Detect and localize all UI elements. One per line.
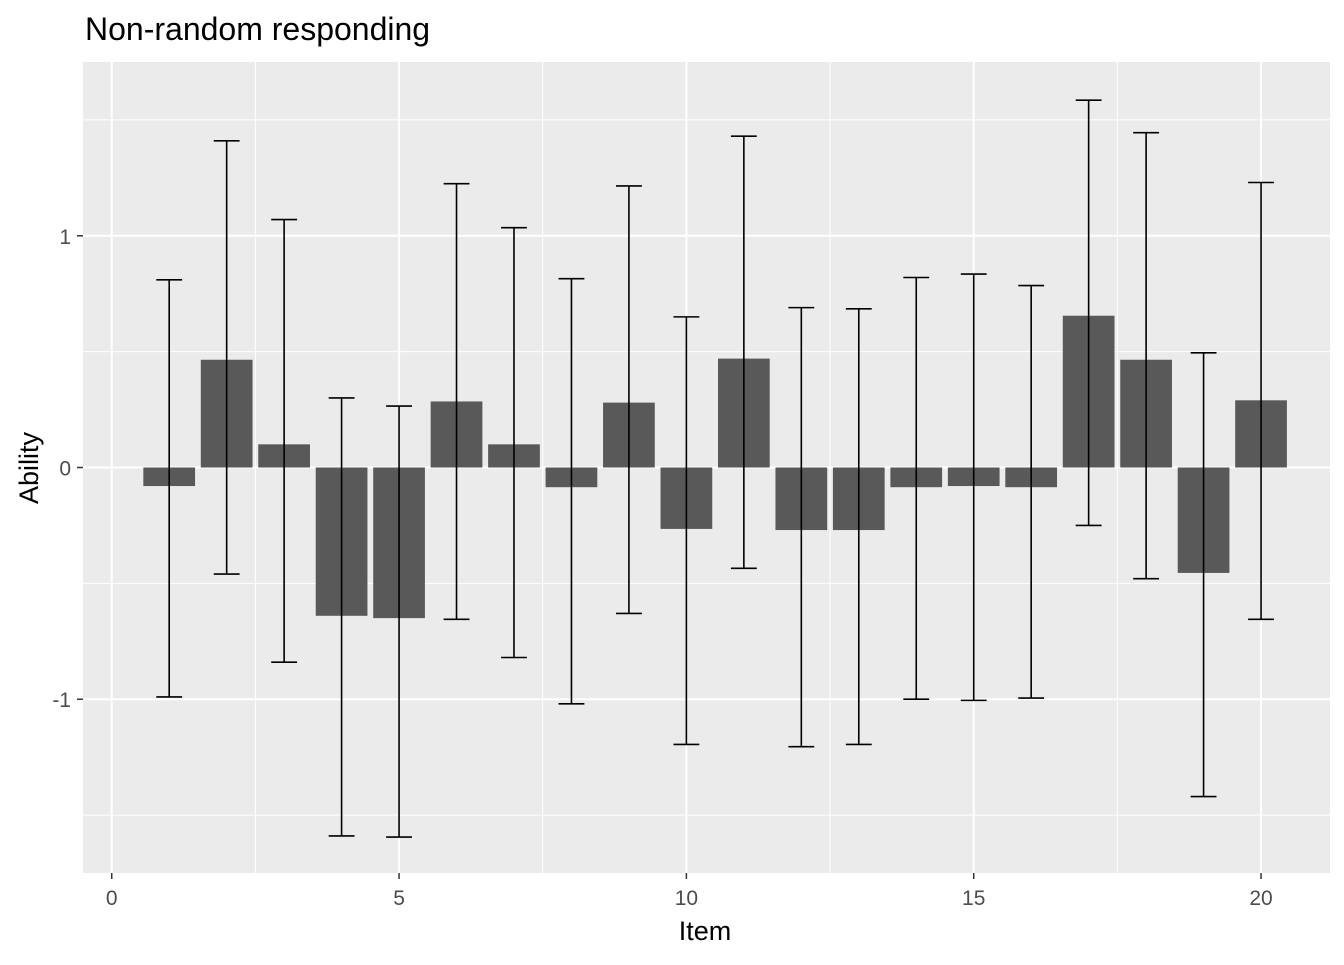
- y-tick-label: -1: [52, 689, 71, 712]
- error-bars: [156, 99, 1274, 838]
- x-tick-label: 0: [106, 887, 118, 910]
- x-tick-label: 20: [1249, 887, 1272, 910]
- y-tick-label: 0: [59, 458, 71, 481]
- x-tick-label: 5: [393, 887, 405, 910]
- x-axis-label: Item: [679, 916, 732, 946]
- y-axis: -1 0 1: [52, 226, 83, 712]
- y-tick-label: 1: [59, 226, 71, 249]
- chart-title: Non-random responding: [85, 11, 430, 47]
- x-tick-label: 10: [675, 887, 698, 910]
- x-axis: 0 5 10 15 20: [106, 873, 1273, 910]
- y-axis-label: Ability: [14, 431, 44, 504]
- x-tick-label: 15: [962, 887, 985, 910]
